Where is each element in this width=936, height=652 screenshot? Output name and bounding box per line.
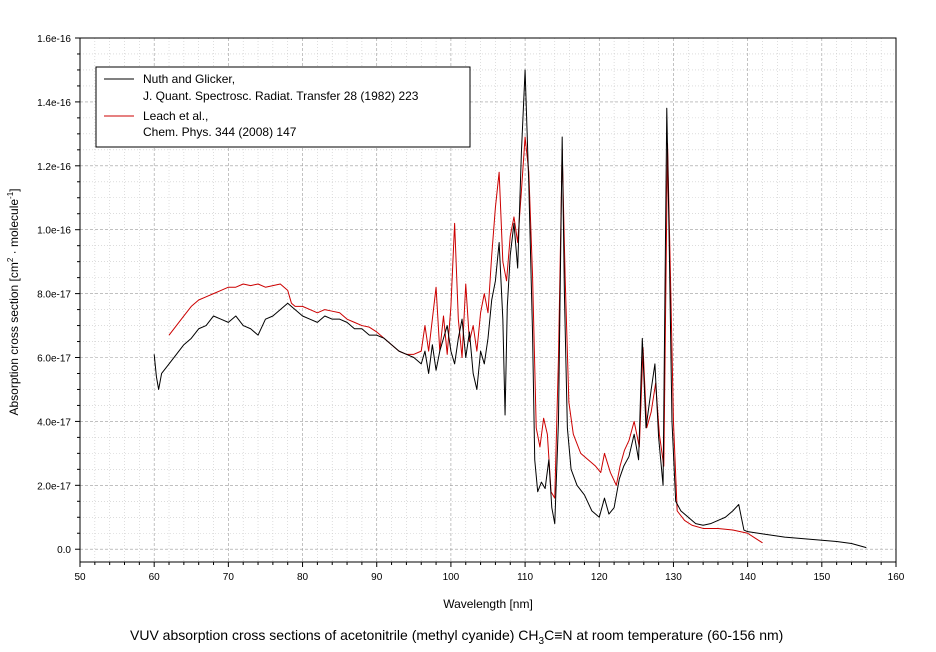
x-axis-title: Wavelength [nm] <box>443 597 533 611</box>
y-axis-title: Absorption cross section [cm2 · molecule… <box>6 188 21 415</box>
y-tick-label: 1.4e-16 <box>37 98 71 109</box>
y-tick-label: 1.2e-16 <box>37 162 71 173</box>
y-axis-title-part1: Absorption cross section [cm <box>7 262 21 415</box>
series-lines <box>153 69 867 549</box>
caption-part2: C≡N at room temperature (60-156 nm) <box>544 627 783 643</box>
y-tick-label: 0.0 <box>57 545 71 556</box>
legend-box <box>95 66 471 148</box>
y-tick-label: 6.0e-17 <box>37 354 71 365</box>
legend-label-nuth-ref: J. Quant. Spectrosc. Radiat. Transfer 28… <box>143 89 419 103</box>
legend: Nuth and Glicker, J. Quant. Spectrosc. R… <box>95 66 471 148</box>
y-tick-labels: 0.0 2.0e-17 4.0e-17 6.0e-17 8.0e-17 1.0e-16 1.… <box>37 34 71 556</box>
x-tick-label: 80 <box>297 572 309 583</box>
y-tick-label: 1.0e-16 <box>37 226 71 237</box>
x-tick-label: 60 <box>149 572 161 583</box>
x-tick-label: 50 <box>74 572 86 583</box>
x-tick-label: 150 <box>813 572 830 583</box>
series-line-leach <box>168 136 763 544</box>
x-tick-labels: 50 60 70 80 90 100 110 120 130 140 150 160 <box>74 572 904 583</box>
y-tick-label: 4.0e-17 <box>37 417 71 428</box>
series-line-nuth-glicker <box>153 69 867 549</box>
x-tick-label: 160 <box>888 572 905 583</box>
plot-frame <box>79 37 897 563</box>
x-tick-label: 100 <box>443 572 460 583</box>
chart-caption: VUV absorption cross sections of acetoni… <box>130 627 783 647</box>
caption-part1: VUV absorption cross sections of acetoni… <box>130 627 539 643</box>
legend-label-leach: Leach et al., <box>143 109 208 123</box>
y-axis-title-part3: ] <box>7 188 21 191</box>
legend-label-nuth: Nuth and Glicker, <box>143 72 235 86</box>
y-tick-label: 1.6e-16 <box>37 34 71 45</box>
axis-ticks <box>75 37 897 567</box>
x-tick-label: 70 <box>223 572 235 583</box>
y-axis-title-part2: · molecule <box>7 199 21 258</box>
x-tick-label: 110 <box>517 572 533 583</box>
legend-label-leach-ref: Chem. Phys. 344 (2008) 147 <box>143 125 297 139</box>
y-axis-title-sup2: -1 <box>6 191 15 199</box>
caption-subscript: 3 <box>539 636 545 647</box>
y-tick-label: 8.0e-17 <box>37 290 71 301</box>
x-tick-label: 140 <box>739 572 756 583</box>
y-tick-label: 2.0e-17 <box>37 481 71 492</box>
x-tick-label: 130 <box>665 572 682 583</box>
x-tick-label: 120 <box>591 572 608 583</box>
y-axis-title-sup1: 2 <box>6 257 15 262</box>
x-tick-label: 90 <box>371 572 383 583</box>
